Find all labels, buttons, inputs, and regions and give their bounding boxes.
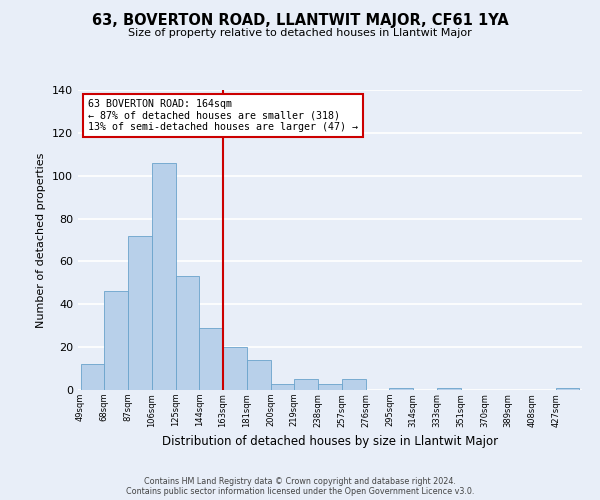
Bar [437,388,461,390]
Bar [223,347,247,390]
Bar [128,236,152,390]
Bar [152,163,176,390]
Bar [318,384,342,390]
Bar [104,292,128,390]
Text: 63 BOVERTON ROAD: 164sqm
← 87% of detached houses are smaller (318)
13% of semi-: 63 BOVERTON ROAD: 164sqm ← 87% of detach… [88,99,358,132]
Bar [271,384,295,390]
Bar [295,380,318,390]
Text: Size of property relative to detached houses in Llantwit Major: Size of property relative to detached ho… [128,28,472,38]
Text: Contains HM Land Registry data © Crown copyright and database right 2024.: Contains HM Land Registry data © Crown c… [144,476,456,486]
Y-axis label: Number of detached properties: Number of detached properties [37,152,46,328]
Text: Contains public sector information licensed under the Open Government Licence v3: Contains public sector information licen… [126,486,474,496]
Bar [176,276,199,390]
Bar [199,328,223,390]
Text: 63, BOVERTON ROAD, LLANTWIT MAJOR, CF61 1YA: 63, BOVERTON ROAD, LLANTWIT MAJOR, CF61 … [92,12,508,28]
Bar [342,380,365,390]
X-axis label: Distribution of detached houses by size in Llantwit Major: Distribution of detached houses by size … [162,435,498,448]
Bar [556,388,580,390]
Bar [389,388,413,390]
Bar [247,360,271,390]
Bar [80,364,104,390]
